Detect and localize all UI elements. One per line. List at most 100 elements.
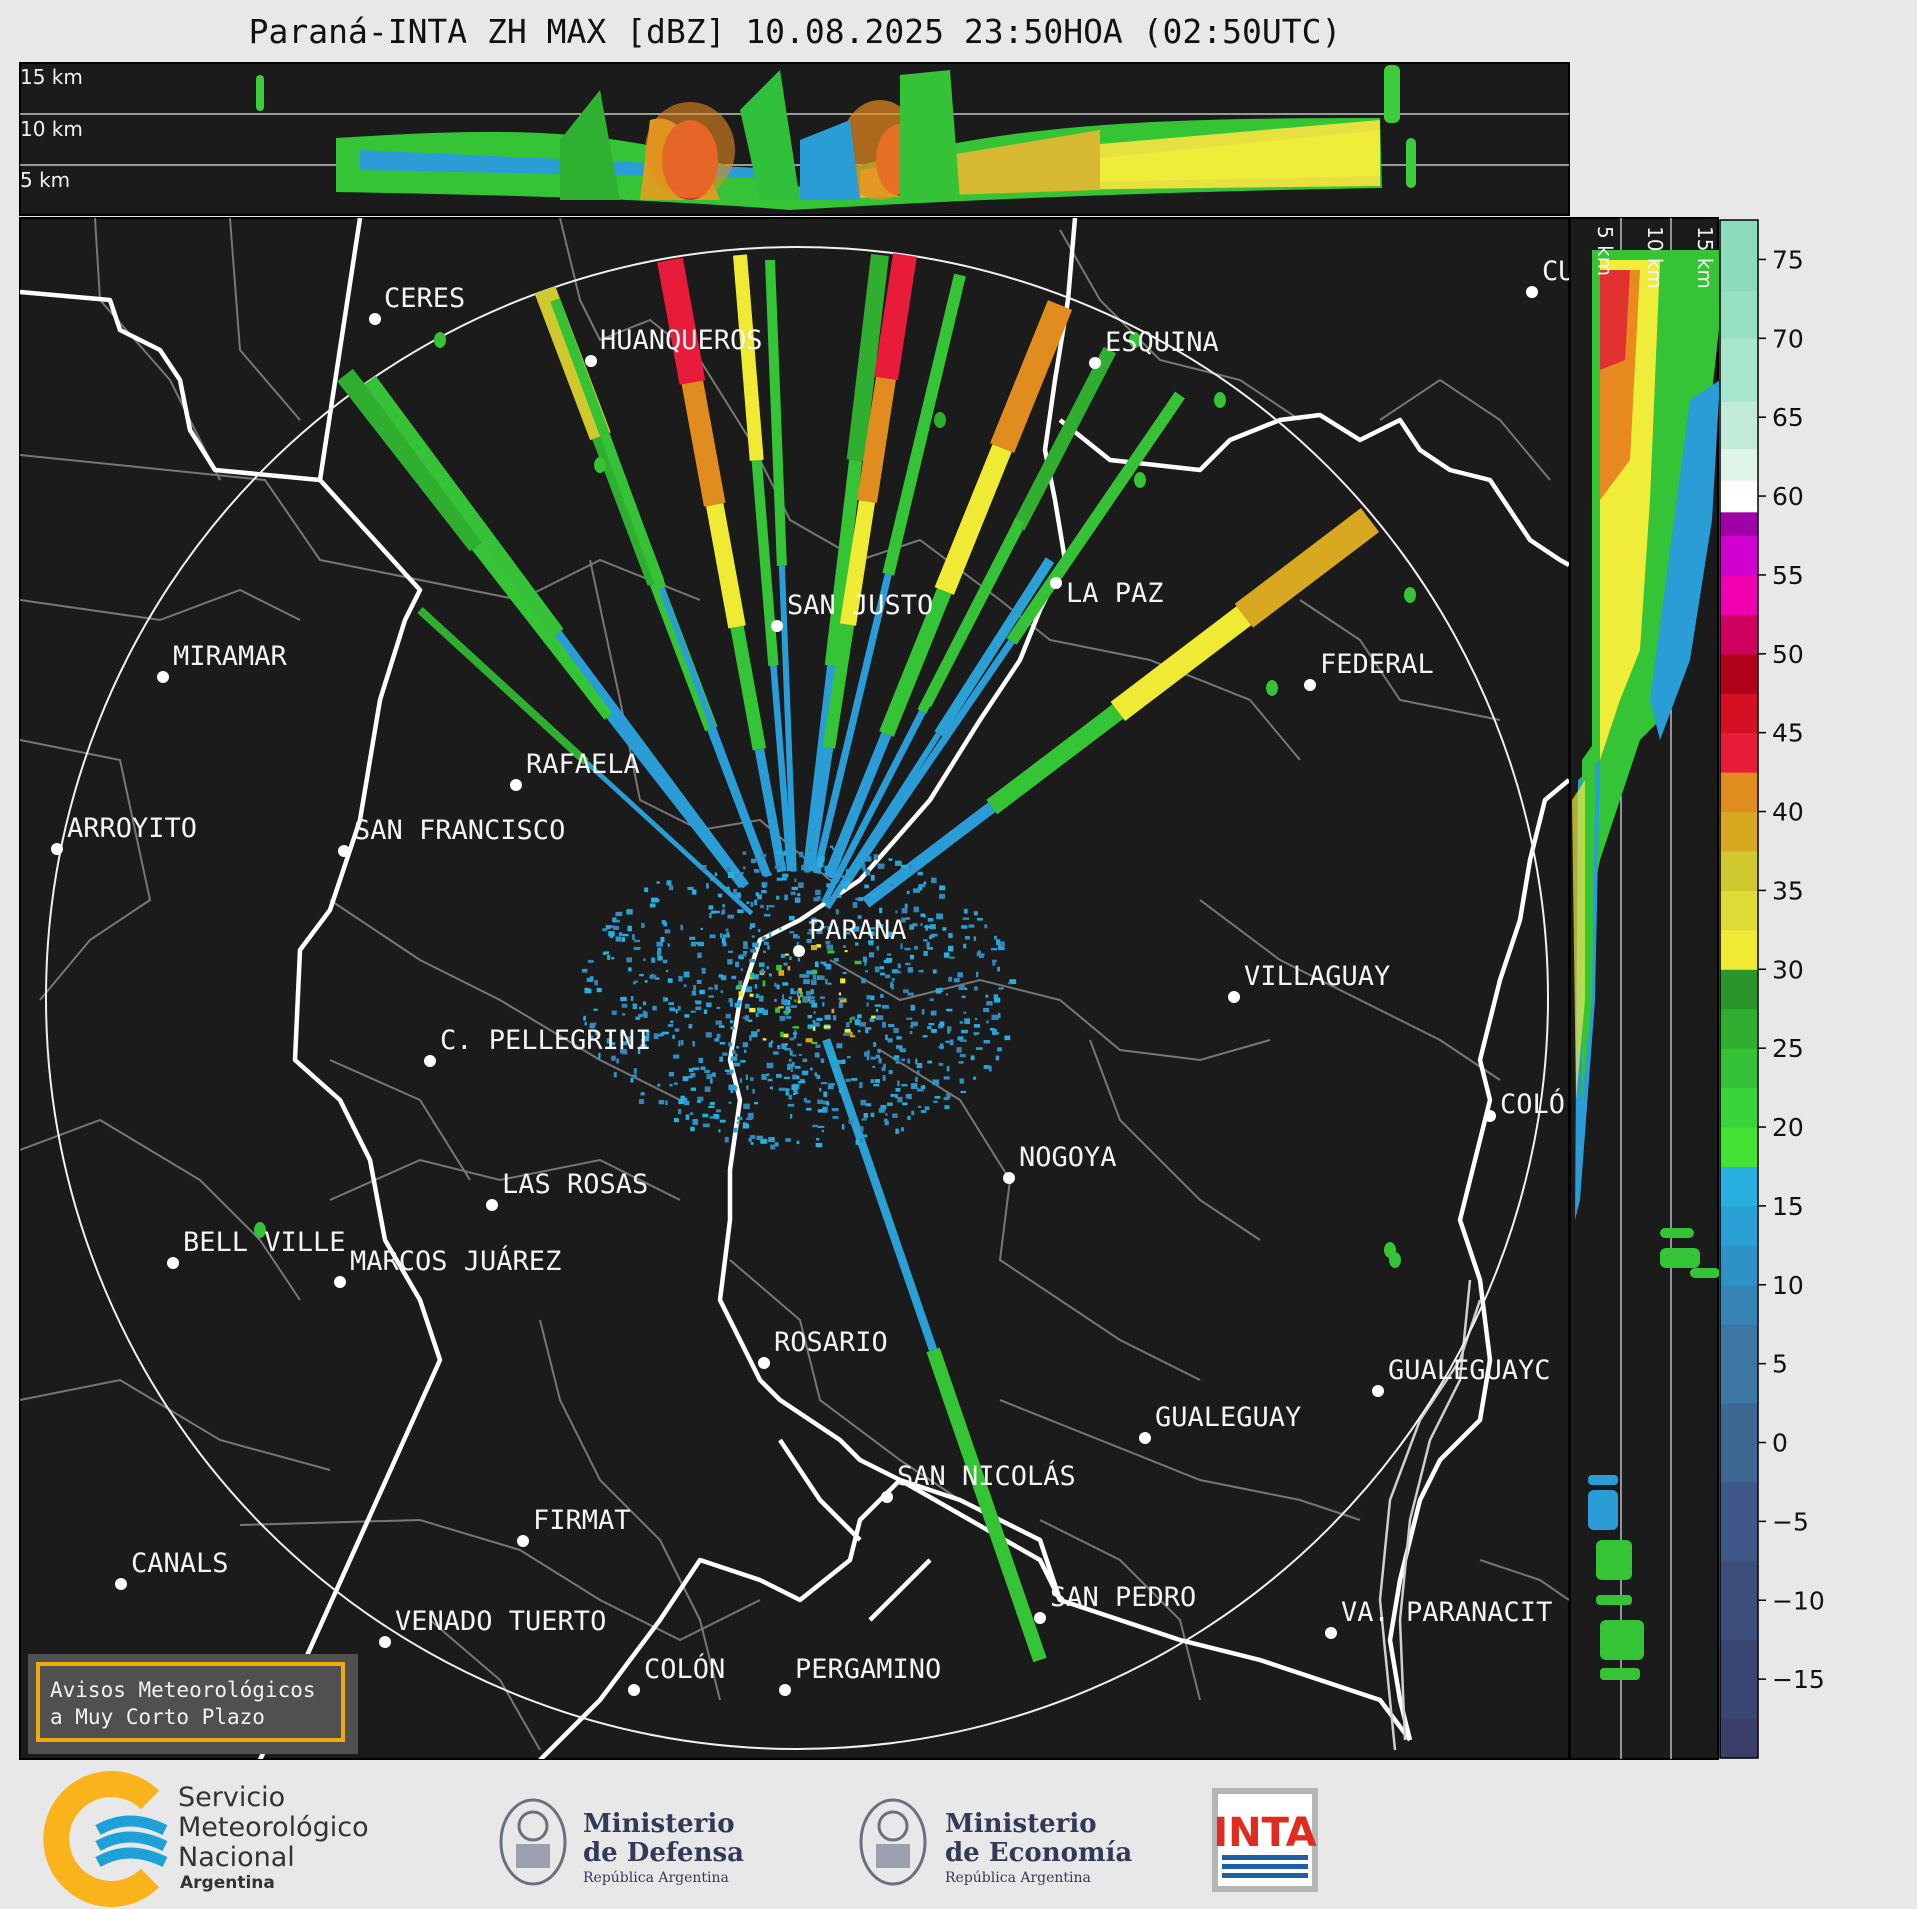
clutter-pixel (833, 1068, 836, 1073)
echo-segment (839, 639, 1015, 890)
city-marker[interactable]: ESQUINA (1089, 327, 1219, 369)
clutter-pixel (673, 1118, 679, 1123)
city-marker[interactable]: VA. PARANACIT (1325, 1597, 1552, 1639)
city-marker[interactable]: FEDERAL (1304, 649, 1434, 691)
city-marker[interactable]: PARANA (793, 915, 907, 957)
economia-logo[interactable]: Ministerio de Economía República Argenti… (859, 1798, 1132, 1886)
clutter-pixel (598, 1052, 601, 1059)
city-marker[interactable]: SAN JUSTO (771, 590, 933, 632)
clutter-pixel (653, 1033, 659, 1040)
clutter-pixel (719, 1119, 726, 1123)
city-marker[interactable]: VILLAGUAY (1228, 961, 1390, 1003)
city-marker[interactable]: LAS ROSAS (486, 1169, 648, 1211)
clutter-pixel (870, 1079, 875, 1084)
city-marker[interactable]: LA PAZ (1050, 577, 1164, 609)
clutter-pixel (978, 955, 984, 959)
city-marker[interactable]: SAN NICOLÁS (881, 1460, 1076, 1503)
city-marker[interactable]: SAN PEDRO (1034, 1582, 1196, 1624)
clutter-pixel (790, 1005, 797, 1008)
clutter-pixel (865, 856, 872, 862)
clutter-pixel (664, 929, 671, 934)
city-marker[interactable]: RAFAELA (510, 749, 640, 791)
city-marker[interactable]: VENADO TUERTO (379, 1606, 606, 1648)
logo-strip: Servicio Meteorológico Nacional Argentin… (43, 1771, 1318, 1907)
clutter-pixel (668, 1071, 675, 1077)
clutter-pixel (633, 1068, 637, 1074)
clutter-pixel (630, 996, 634, 1001)
clutter-pixel (789, 1050, 793, 1056)
city-marker[interactable]: CU (1526, 256, 1575, 298)
clutter-pixel (959, 1021, 963, 1024)
clutter-pixel (897, 963, 901, 969)
smn-line-2: Meteorológico (178, 1812, 369, 1843)
clutter-pixel (776, 895, 780, 900)
clutter-pixel (975, 1047, 983, 1050)
city-marker[interactable]: PERGAMINO (779, 1654, 941, 1696)
clutter-pixel (851, 1016, 856, 1020)
colorbar-tick-label: 30 (1772, 955, 1804, 984)
clutter-pixel (788, 1058, 792, 1062)
city-marker[interactable]: SAN FRANCISCO (338, 815, 565, 857)
city-markers: CERES HUANQUEROS ESQUINA CU SAN JUSTO LA PAZ M… (51, 256, 1575, 1696)
clutter-pixel (814, 961, 819, 968)
clutter-pixel (663, 997, 668, 1002)
clutter-pixel (622, 933, 629, 937)
clutter-pixel (907, 1093, 912, 1100)
smn-logo[interactable]: Servicio Meteorológico Nacional Argentin… (43, 1771, 369, 1907)
clutter-pixel (619, 1048, 627, 1054)
clutter-pixel (643, 1012, 648, 1018)
city-marker[interactable]: GUALEGUAY (1139, 1402, 1301, 1444)
clutter-pixel (697, 1096, 704, 1101)
clutter-pixel (796, 941, 800, 947)
city-marker[interactable]: BELL VILLE (167, 1227, 346, 1269)
clutter-pixel (807, 1014, 813, 1019)
city-dot-icon (486, 1199, 498, 1211)
clutter-pixel (750, 948, 757, 953)
city-marker[interactable]: ROSARIO (758, 1327, 888, 1369)
city-dot-icon (771, 620, 783, 632)
city-marker[interactable]: COLÓN (628, 1653, 725, 1696)
clutter-pixel (627, 925, 632, 932)
clutter-pixel (752, 974, 759, 980)
city-marker[interactable]: COLÓ (1484, 1088, 1565, 1122)
clutter-pixel (661, 920, 666, 925)
map-panel[interactable]: CERES HUANQUEROS ESQUINA CU SAN JUSTO LA PAZ M… (19, 217, 1575, 1760)
clutter-pixel (802, 974, 810, 978)
clutter-pixel (864, 884, 869, 889)
defensa-logo[interactable]: Ministerio de Defensa República Argentin… (499, 1798, 744, 1886)
city-dot-icon (1484, 1110, 1496, 1122)
city-marker[interactable]: ARROYITO (51, 813, 197, 855)
clutter-pixel (762, 1009, 769, 1016)
clutter-pixel (697, 941, 705, 947)
clutter-pixel (913, 906, 919, 913)
city-marker[interactable]: FIRMAT (517, 1505, 631, 1547)
city-marker[interactable]: GUALEGUAYC (1372, 1355, 1551, 1397)
clutter-pixel (726, 931, 730, 936)
clutter-pixel (784, 953, 789, 956)
city-marker[interactable]: HUANQUEROS (585, 325, 763, 367)
city-label: CU (1542, 256, 1575, 287)
city-marker[interactable]: NOGOYA (1003, 1142, 1117, 1184)
clutter-pixel (611, 1010, 617, 1015)
clutter-pixel (640, 1092, 645, 1096)
clutter-pixel (725, 928, 729, 932)
top-height-label-10: 10 km (20, 117, 83, 141)
clutter-pixel (716, 1006, 721, 1009)
clutter-pixel (909, 924, 914, 930)
city-marker[interactable]: C. PELLEGRINI (424, 1025, 651, 1067)
clutter-pixel (918, 1105, 922, 1108)
inta-logo[interactable]: INTA (1212, 1788, 1318, 1892)
notice-line-2: a Muy Corto Plazo (50, 1705, 265, 1729)
city-marker[interactable]: MARCOS JUÁREZ (334, 1245, 561, 1288)
city-label: COLÓ (1500, 1088, 1565, 1120)
clutter-pixel (983, 1007, 990, 1013)
city-marker[interactable]: MIRAMAR (157, 641, 288, 683)
clutter-pixel (690, 1072, 696, 1077)
clutter-pixel (607, 1040, 612, 1043)
clutter-pixel (744, 1049, 747, 1053)
city-marker[interactable]: CANALS (115, 1548, 229, 1590)
city-marker[interactable]: CERES (369, 283, 465, 325)
notice-box[interactable]: Avisos Meteorológicos a Muy Corto Plazo (28, 1654, 358, 1754)
clutter-pixel (958, 1061, 964, 1064)
clutter-pixel (766, 1062, 774, 1069)
